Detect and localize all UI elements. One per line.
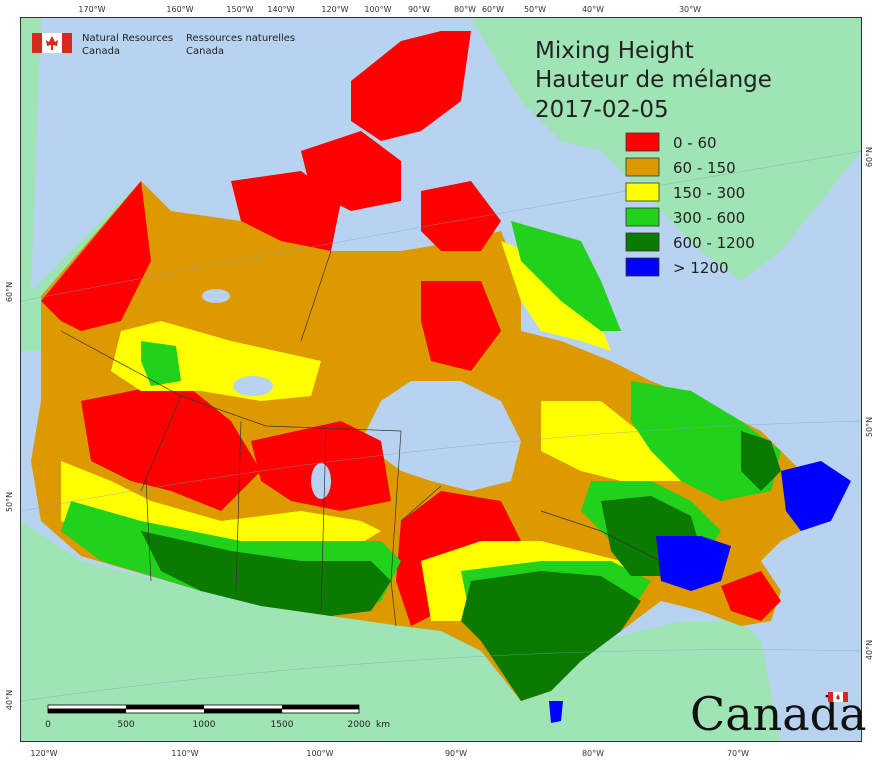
- right-tick-label: 40°N: [865, 640, 874, 660]
- top-tick-label: 80°W: [454, 5, 476, 14]
- agency-fr-line1: Ressources naturelles: [186, 33, 295, 44]
- map-frame: [20, 17, 862, 742]
- bottom-tick-label: 70°W: [727, 749, 749, 758]
- agency-fr-line2: Canada: [186, 46, 224, 57]
- scale-label: 500: [117, 720, 134, 730]
- government-flag-logo: [32, 33, 72, 53]
- top-tick-label: 120°W: [321, 5, 348, 14]
- united-states: [21, 521, 781, 741]
- right-tick-label: 60°N: [865, 147, 874, 167]
- left-tick-label: 40°N: [5, 690, 14, 710]
- legend: 0 - 60 60 - 150 150 - 300 300 - 600 600 - 12…: [625, 132, 755, 277]
- hudson-bay: [361, 381, 521, 491]
- legend-swatch: [625, 207, 660, 227]
- top-tick-label: 60°W: [482, 5, 504, 14]
- top-tick-label: 50°W: [524, 5, 546, 14]
- top-tick-label: 160°W: [166, 5, 193, 14]
- bottom-tick-label: 120°W: [30, 749, 57, 758]
- scale-label: 1500: [271, 720, 294, 730]
- legend-label: 300 - 600: [673, 209, 745, 227]
- greenland: [471, 18, 861, 281]
- scale-bar: 0 500 1000 1500 2000 km: [45, 704, 390, 730]
- alaska-edge: [21, 18, 41, 331]
- top-tick-label: 170°W: [78, 5, 105, 14]
- bottom-tick-labels: 120°W 110°W 100°W 90°W 80°W 70°W: [30, 749, 749, 758]
- wordmark-flag-icon: [828, 692, 848, 702]
- legend-swatch: [625, 232, 660, 252]
- legend-swatch: [625, 182, 660, 202]
- scale-unit: km: [376, 720, 390, 730]
- bottom-tick-label: 100°W: [306, 749, 333, 758]
- map-title-fr: Hauteur de mélange: [535, 67, 772, 93]
- legend-label: 60 - 150: [673, 159, 736, 177]
- side-tick-labels: 60°N 50°N 40°N 60°N 50°N 40°N: [5, 147, 874, 710]
- legend-label: > 1200: [673, 259, 729, 277]
- bottom-tick-label: 80°W: [582, 749, 604, 758]
- bottom-tick-label: 110°W: [171, 749, 198, 758]
- province-boundaries: [60, 250, 662, 627]
- legend-label: 150 - 300: [673, 184, 745, 202]
- top-tick-label: 140°W: [267, 5, 294, 14]
- agency-en-line1: Natural Resources: [82, 33, 173, 44]
- top-tick-label: 30°W: [679, 5, 701, 14]
- map-title-en: Mixing Height: [535, 38, 694, 64]
- left-tick-label: 60°N: [5, 282, 14, 302]
- right-tick-label: 50°N: [865, 417, 874, 437]
- legend-label: 600 - 1200: [673, 234, 755, 252]
- left-tick-label: 50°N: [5, 492, 14, 512]
- scale-label: 0: [45, 720, 51, 730]
- top-tick-label: 90°W: [408, 5, 430, 14]
- graticule: [21, 151, 861, 702]
- map-canvas: [21, 18, 861, 741]
- scale-label: 1000: [193, 720, 216, 730]
- top-tick-labels: 170°W 160°W 150°W 140°W 120°W 100°W 90°W 80°W 60…: [78, 5, 701, 14]
- map-date: 2017-02-05: [535, 97, 669, 123]
- top-tick-label: 40°W: [582, 5, 604, 14]
- bottom-tick-label: 90°W: [445, 749, 467, 758]
- legend-label: 0 - 60: [673, 134, 717, 152]
- agency-en-line2: Canada: [82, 46, 120, 57]
- top-tick-label: 150°W: [226, 5, 253, 14]
- canada-mixing-height: [31, 31, 851, 723]
- legend-swatch: [625, 132, 660, 152]
- top-tick-label: 100°W: [364, 5, 391, 14]
- scale-label: 2000: [348, 720, 371, 730]
- legend-swatch: [625, 257, 660, 277]
- legend-swatch: [625, 157, 660, 177]
